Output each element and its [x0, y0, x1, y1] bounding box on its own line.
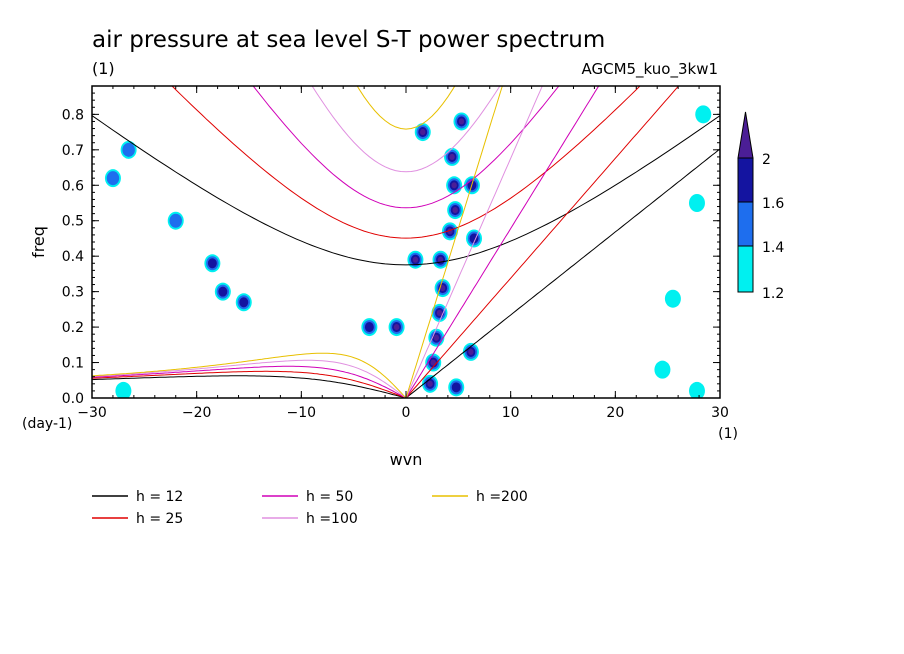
- contour-region-11: [420, 129, 426, 136]
- gravity-curve-4: [356, 86, 456, 130]
- legend-label-0: h = 12: [136, 489, 183, 505]
- colorbar-label: 1.2: [762, 286, 784, 302]
- axis-ticks: −30 −20 −10 0 10 20 30 0.0 0.1 0.2 0.3 0.4 0.5 0.6 0.7…: [62, 86, 729, 421]
- chart-title: air pressure at sea level S-T power spec…: [92, 27, 605, 53]
- contour-region-28: [695, 105, 712, 124]
- x-tick-label: 20: [606, 405, 624, 421]
- rossby-curve-3: [92, 359, 407, 398]
- colorbar: 1.2 1.4 1.6 2: [737, 111, 784, 302]
- rossby-curve-4: [92, 352, 407, 398]
- y-axis-units: (day-1): [22, 416, 72, 432]
- y-tick-label: 0.7: [62, 143, 84, 159]
- legend-label-1: h = 25: [136, 511, 183, 527]
- x-tick-label: 0: [402, 405, 411, 421]
- y-tick-label: 0.1: [62, 356, 84, 372]
- gravity-curve-0: [92, 115, 720, 266]
- plot-area: −30 −20 −10 0 10 20 30 0.0 0.1 0.2 0.3 0.4 0.5 0.6 0.7…: [62, 85, 729, 421]
- colorbar-box-0: [737, 245, 754, 293]
- colorbar-label: 2: [762, 152, 771, 168]
- contour-region-12: [458, 118, 465, 125]
- contour-region-0: [427, 380, 433, 387]
- contour-region-6: [412, 256, 419, 263]
- contour-region-20: [207, 258, 217, 269]
- legend-label-2: h = 50: [306, 489, 353, 505]
- colorbar-box-1: [737, 201, 754, 247]
- contour-region-22: [106, 171, 120, 186]
- contour-region-19: [239, 297, 249, 308]
- contour-region-25: [115, 381, 132, 398]
- x-tick-label: 30: [711, 405, 729, 421]
- contour-region-4: [439, 285, 446, 292]
- y-tick-label: 0.3: [62, 285, 84, 301]
- x-axis-label: wvn: [390, 450, 423, 469]
- x-tick-label: −20: [182, 405, 212, 421]
- y-tick-label: 0.0: [62, 391, 84, 407]
- x-tick-label: −10: [287, 405, 317, 421]
- rossby-curve-2: [92, 365, 407, 398]
- legend-label-3: h =100: [306, 511, 358, 527]
- y-tick-label: 0.2: [62, 320, 84, 336]
- contour-fill-layer: [104, 105, 712, 398]
- contour-region-29: [664, 289, 681, 308]
- contour-region-3: [436, 309, 443, 316]
- contour-region-2: [433, 334, 440, 341]
- dispersion-curves-layer: [92, 86, 720, 398]
- contour-region-9: [451, 182, 457, 189]
- run-label: AGCM5_kuo_3kw1: [581, 60, 718, 79]
- rossby-curve-1: [92, 370, 407, 398]
- y-tick-label: 0.5: [62, 214, 84, 230]
- contour-region-27: [688, 194, 705, 212]
- x-axis-units: (1): [718, 426, 738, 442]
- gravity-curve-2: [252, 86, 560, 209]
- colorbar-label: 1.4: [762, 240, 784, 256]
- x-tick-label: 10: [502, 405, 520, 421]
- kelvin-curve-2: [405, 86, 600, 398]
- legend: h = 12 h = 25 h = 50 h =100 h =200: [92, 489, 528, 527]
- kelvin-curve-1: [405, 86, 680, 398]
- contour-region-24: [169, 213, 182, 228]
- contour-region-5: [437, 256, 444, 263]
- y-axis-label: freq: [29, 226, 48, 258]
- x-tick-label: −30: [77, 405, 107, 421]
- rossby-curve-0: [92, 375, 407, 398]
- y-tick-label: 0.4: [62, 249, 84, 265]
- legend-label-4: h =200: [476, 489, 528, 505]
- contour-region-8: [452, 207, 458, 214]
- kelvin-curve-4: [405, 86, 503, 398]
- contour-region-14: [468, 348, 474, 355]
- contour-region-1: [430, 359, 436, 366]
- plot-frame: [91, 85, 721, 399]
- contour-region-21: [364, 322, 374, 333]
- contour-region-23: [122, 142, 135, 157]
- y-tick-label: 0.6: [62, 178, 84, 194]
- colorbar-box-2: [737, 157, 754, 203]
- contour-region-13: [393, 324, 400, 331]
- title-units: (1): [92, 59, 115, 78]
- contour-region-18: [218, 286, 228, 297]
- contour-region-30: [654, 360, 671, 379]
- contour-region-15: [451, 382, 461, 393]
- colorbar-label: 1.6: [762, 196, 784, 212]
- gravity-curve-1: [171, 86, 641, 239]
- kelvin-curve-3: [405, 86, 543, 398]
- contour-region-26: [688, 381, 705, 398]
- kelvin-curve-0: [405, 148, 720, 398]
- y-tick-label: 0.8: [62, 107, 84, 123]
- colorbar-arrow: [737, 111, 754, 159]
- gravity-curve-3: [311, 86, 501, 173]
- contour-region-10: [449, 153, 455, 160]
